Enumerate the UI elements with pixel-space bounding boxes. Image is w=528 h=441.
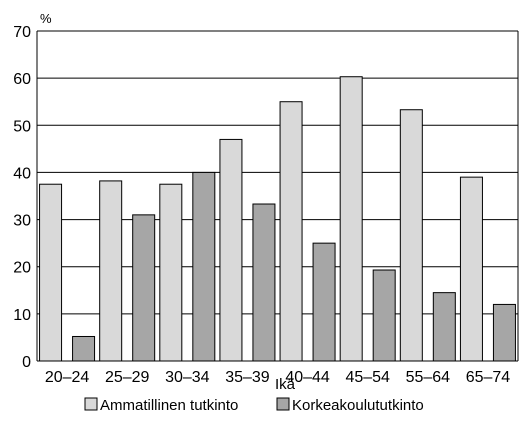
- bar-ammatillinen: [219, 138, 243, 362]
- x-tick-label: 45–54: [345, 369, 390, 386]
- axes: [36, 30, 519, 362]
- x-tick-label: 25–29: [105, 369, 150, 386]
- bar-ammatillinen: [39, 183, 63, 362]
- bar-ammatillinen: [399, 109, 423, 362]
- y-tick-label: 30: [13, 213, 31, 230]
- y-tick-label: 40: [13, 165, 31, 182]
- y-tick-labels: 0 10 20 30 40 50 60 70: [13, 24, 31, 371]
- x-tick-label: 40–44: [285, 369, 330, 386]
- bar-ammatillinen: [279, 101, 303, 362]
- bar-ammatillinen: [339, 76, 363, 362]
- legend-swatch: [84, 397, 98, 411]
- x-tick-label: 65–74: [466, 369, 511, 386]
- y-tick-label: 70: [13, 24, 31, 41]
- bar-korkeakoulu: [372, 269, 396, 362]
- bar-korkeakoulu: [252, 203, 276, 362]
- x-tick-label: 20–24: [45, 369, 90, 386]
- y-tick-label: 60: [13, 71, 31, 88]
- x-axis-label: Ikä: [275, 376, 296, 393]
- y-tick-label: 50: [13, 118, 31, 135]
- legend-label: Ammatillinen tutkinto: [100, 397, 238, 414]
- legend: Ammatillinen tutkinto Korkeakoulututkinto: [84, 397, 424, 414]
- bars: [39, 76, 516, 362]
- bar-korkeakoulu: [192, 171, 216, 362]
- y-unit-label: %: [40, 11, 52, 26]
- x-tick-label: 30–34: [165, 369, 210, 386]
- y-tick-label: 0: [22, 354, 31, 371]
- bar-korkeakoulu: [132, 214, 156, 362]
- bar-korkeakoulu: [432, 292, 456, 362]
- y-tick-label: 20: [13, 260, 31, 277]
- bar-ammatillinen: [159, 183, 183, 362]
- bar-korkeakoulu: [492, 303, 516, 362]
- legend-swatch: [276, 397, 290, 411]
- bar-korkeakoulu: [312, 242, 336, 362]
- bar-korkeakoulu: [72, 335, 96, 362]
- x-tick-label: 55–64: [406, 369, 451, 386]
- bar-ammatillinen: [459, 176, 483, 362]
- y-tick-label: 10: [13, 307, 31, 324]
- legend-label: Korkeakoulututkinto: [292, 397, 424, 414]
- x-tick-label: 35–39: [225, 369, 270, 386]
- bar-ammatillinen: [99, 180, 123, 362]
- x-tick-labels: 20–24 25–29 30–34 35–39 40–44 45–54 55–64 65–74: [45, 369, 510, 386]
